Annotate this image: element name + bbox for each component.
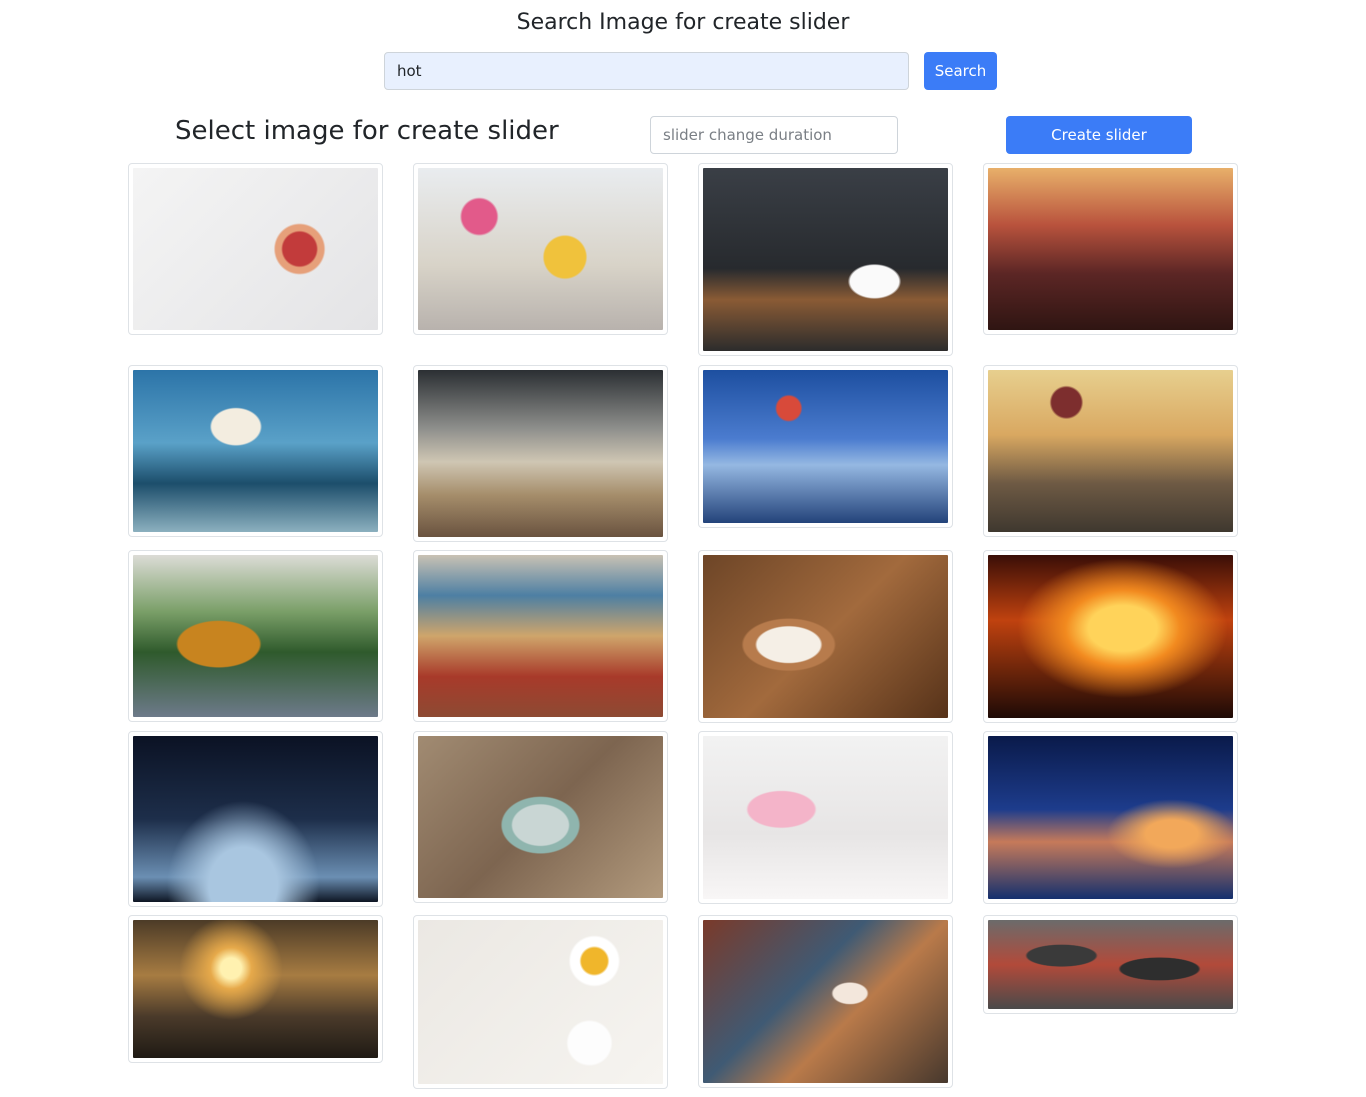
image-thumbnail-tea-glass[interactable]: [128, 550, 383, 722]
image-thumbnail-pink-cup[interactable]: [698, 731, 953, 904]
page-title: Search Image for create slider: [516, 10, 850, 35]
image-thumbnail-desert-tree[interactable]: [413, 365, 668, 542]
image-night-balloon: [133, 736, 378, 902]
image-tea-set: [418, 920, 663, 1084]
image-balloons-sunset: [988, 370, 1233, 532]
image-thumbnail-cozy-blanket[interactable]: [698, 915, 953, 1088]
duration-input[interactable]: [650, 116, 898, 154]
image-thumbnail-balloons-sunset[interactable]: [983, 365, 1238, 537]
image-coffee-beans: [418, 736, 663, 898]
image-thumbnail-coffee-pot[interactable]: [698, 163, 953, 356]
section-title: Select image for create slider: [175, 116, 559, 146]
image-ice-cream: [133, 370, 378, 532]
image-tea-table: [418, 168, 663, 330]
image-thumbnail-ice-cream[interactable]: [128, 365, 383, 537]
image-cafe-front: [418, 555, 663, 717]
image-thumbnail-tea-table[interactable]: [413, 163, 668, 335]
image-thumbnail-cafe-front[interactable]: [413, 550, 668, 722]
image-desert-tree: [418, 370, 663, 537]
image-thumbnail-balloons-lighthouse[interactable]: [698, 365, 953, 528]
image-thumbnail-tea-set[interactable]: [413, 915, 668, 1089]
image-hot-coals: [988, 920, 1233, 1009]
image-pink-cup: [703, 736, 948, 899]
create-slider-button[interactable]: Create slider: [1006, 116, 1192, 154]
image-thumbnail-sunrise-balloons[interactable]: [128, 915, 383, 1063]
image-thumbnail-latte-writing[interactable]: [698, 550, 953, 723]
image-thumbnail-hot-coals[interactable]: [983, 915, 1238, 1014]
image-balloons-lighthouse: [703, 370, 948, 523]
image-sky-balloon: [988, 736, 1233, 899]
image-coffee-pot: [703, 168, 948, 351]
image-sunrise-balloons: [133, 920, 378, 1058]
image-thumbnail-night-balloon[interactable]: [128, 731, 383, 907]
image-lava-mountains: [988, 168, 1233, 330]
image-thumbnail-heart-cup[interactable]: [128, 163, 383, 335]
search-input[interactable]: [384, 52, 909, 90]
search-button[interactable]: Search: [924, 52, 997, 90]
image-latte-writing: [703, 555, 948, 718]
image-thumbnail-sky-balloon[interactable]: [983, 731, 1238, 904]
image-thumbnail-lava-mountains[interactable]: [983, 163, 1238, 335]
image-fire: [988, 555, 1233, 718]
image-tea-glass: [133, 555, 378, 717]
image-thumbnail-coffee-beans[interactable]: [413, 731, 668, 903]
image-thumbnail-fire[interactable]: [983, 550, 1238, 723]
image-cozy-blanket: [703, 920, 948, 1083]
image-heart-cup: [133, 168, 378, 330]
